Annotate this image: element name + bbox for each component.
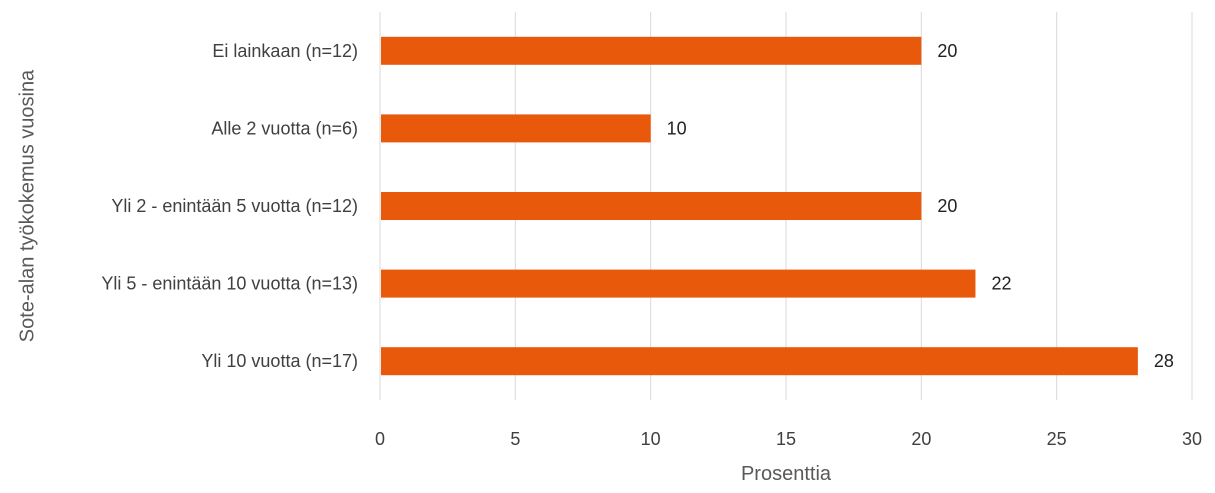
category-label-1: Alle 2 vuotta (n=6) (211, 118, 358, 138)
data-label-0: 20 (937, 41, 957, 61)
bars (381, 36, 1138, 376)
x-axis-title: Prosenttia (741, 463, 832, 485)
data-label-3: 22 (991, 274, 1011, 294)
x-tick-label-2: 10 (641, 429, 661, 449)
x-tick-label-0: 0 (375, 429, 385, 449)
category-labels: Ei lainkaan (n=12) Alle 2 vuotta (n=6) Yli… (101, 41, 358, 371)
category-label-0: Ei lainkaan (n=12) (212, 41, 358, 61)
x-tick-label-3: 15 (776, 429, 796, 449)
data-label-4: 28 (1154, 351, 1174, 371)
y-axis-title: Sote-alan työkokemus vuosina (16, 69, 38, 342)
bar-1 (381, 114, 651, 143)
bar-4 (381, 347, 1138, 376)
data-label-1: 10 (667, 118, 687, 138)
x-tick-label-1: 5 (510, 429, 520, 449)
bar-2 (381, 192, 922, 220)
data-labels: 20 10 20 22 28 (667, 41, 1174, 371)
x-tick-label-5: 25 (1047, 429, 1067, 449)
x-tick-labels: 0 5 10 15 20 25 30 (375, 429, 1202, 449)
x-tick-label-6: 30 (1182, 429, 1202, 449)
category-label-3: Yli 5 - enintään 10 vuotta (n=13) (101, 274, 358, 294)
category-label-2: Yli 2 - enintään 5 vuotta (n=12) (111, 196, 358, 216)
category-label-4: Yli 10 vuotta (n=17) (201, 351, 358, 371)
bar-0 (381, 36, 922, 65)
bar-3 (381, 269, 976, 298)
data-label-2: 20 (937, 196, 957, 216)
x-tick-label-4: 20 (911, 429, 931, 449)
